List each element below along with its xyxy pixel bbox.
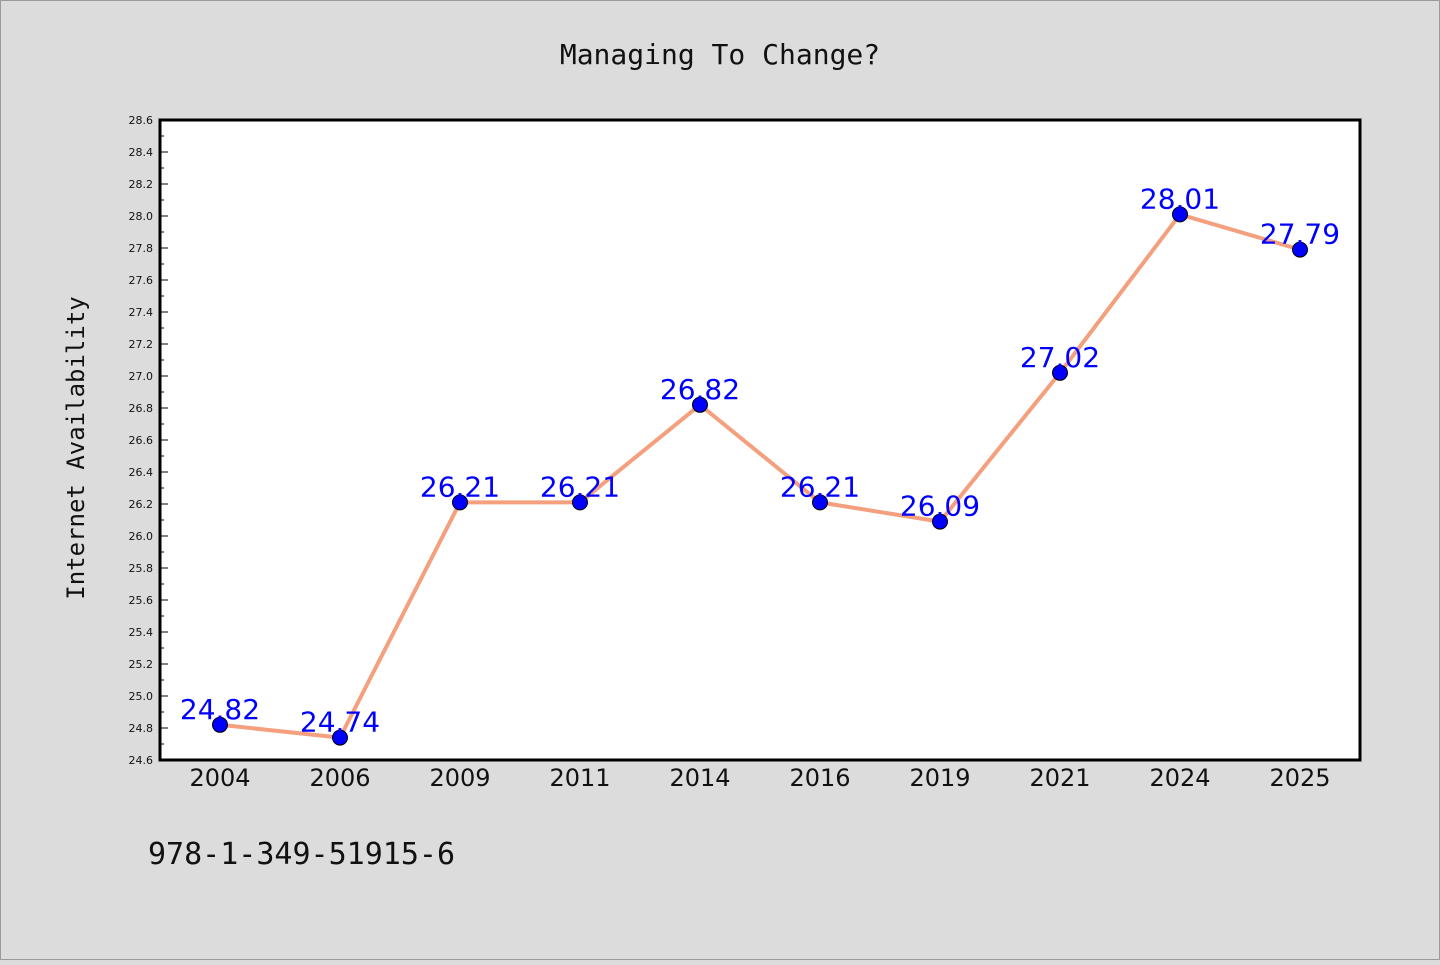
y-tick-label: 28.2 bbox=[129, 178, 154, 191]
data-point bbox=[212, 716, 228, 733]
y-tick-label: 26.4 bbox=[129, 466, 154, 479]
x-tick-label: 2021 bbox=[1029, 764, 1090, 792]
series-layer bbox=[219, 212, 1301, 740]
data-label: 26.21 bbox=[420, 470, 500, 503]
y-axis-ticks: 24.6 24.8 25.0 25.2 25.4 25.6 25.8 26.0 26.2 26.4… bbox=[129, 114, 168, 767]
y-tick-label: 24.6 bbox=[129, 754, 154, 767]
data-point bbox=[812, 494, 828, 511]
x-tick-label: 2009 bbox=[429, 764, 490, 792]
data-label: 26.21 bbox=[780, 470, 860, 503]
y-tick-label: 25.2 bbox=[129, 658, 154, 671]
y-axis-label: Internet Availability bbox=[62, 296, 90, 599]
data-point bbox=[1172, 206, 1188, 223]
data-point bbox=[452, 494, 468, 511]
x-tick-label: 2025 bbox=[1269, 764, 1330, 792]
y-tick-label: 25.8 bbox=[129, 562, 154, 575]
data-label: 26.21 bbox=[540, 470, 620, 503]
y-tick-label: 27.4 bbox=[129, 306, 154, 319]
data-label: 24.82 bbox=[180, 693, 260, 726]
data-point bbox=[1292, 241, 1308, 258]
y-tick-label: 25.4 bbox=[129, 626, 154, 639]
data-label: 26.09 bbox=[900, 490, 980, 523]
data-label: 27.02 bbox=[1020, 341, 1100, 374]
x-tick-label: 2011 bbox=[549, 764, 610, 792]
x-tick-label: 2006 bbox=[309, 764, 370, 792]
y-tick-label: 26.2 bbox=[129, 498, 154, 511]
x-tick-label: 2024 bbox=[1149, 764, 1210, 792]
y-tick-label: 28.4 bbox=[129, 146, 154, 159]
y-tick-label: 26.8 bbox=[129, 402, 154, 415]
data-label: 27.79 bbox=[1260, 218, 1340, 251]
y-tick-label: 24.8 bbox=[129, 722, 154, 735]
y-tick-label: 25.0 bbox=[129, 690, 154, 703]
y-tick-label: 25.6 bbox=[129, 594, 154, 607]
y-tick-label: 26.0 bbox=[129, 530, 154, 543]
data-point bbox=[692, 396, 708, 413]
data-label: 28.01 bbox=[1140, 182, 1220, 215]
y-tick-label: 26.6 bbox=[129, 434, 154, 447]
x-tick-label: 2019 bbox=[909, 764, 970, 792]
y-tick-label: 28.0 bbox=[129, 210, 154, 223]
y-tick-label: 27.6 bbox=[129, 274, 154, 287]
x-axis-ticks: 2004 2006 2009 2011 2014 2016 2019 2021 2024 2025 bbox=[189, 764, 1330, 792]
data-label-layer: 24.82 24.74 26.21 26.21 26.82 26.21 26.09 27.02… bbox=[180, 182, 1340, 738]
y-tick-label: 27.2 bbox=[129, 338, 154, 351]
data-label: 24.74 bbox=[300, 706, 380, 739]
y-tick-label: 27.8 bbox=[129, 242, 154, 255]
x-tick-label: 2014 bbox=[669, 764, 730, 792]
x-tick-label: 2016 bbox=[789, 764, 850, 792]
footer-text: 978-1-349-51915-6 bbox=[148, 837, 455, 872]
series-line bbox=[219, 212, 1301, 740]
marker-layer bbox=[212, 206, 1308, 746]
x-tick-label: 2004 bbox=[189, 764, 250, 792]
y-tick-label: 28.6 bbox=[129, 114, 154, 127]
data-point bbox=[572, 494, 588, 511]
data-point bbox=[1052, 364, 1068, 381]
y-tick-label: 27.0 bbox=[129, 370, 154, 383]
data-point bbox=[932, 513, 948, 530]
data-label: 26.82 bbox=[660, 373, 740, 406]
chart-title: Managing To Change? bbox=[560, 38, 880, 71]
data-point bbox=[332, 729, 348, 746]
plot-area bbox=[158, 118, 1362, 762]
